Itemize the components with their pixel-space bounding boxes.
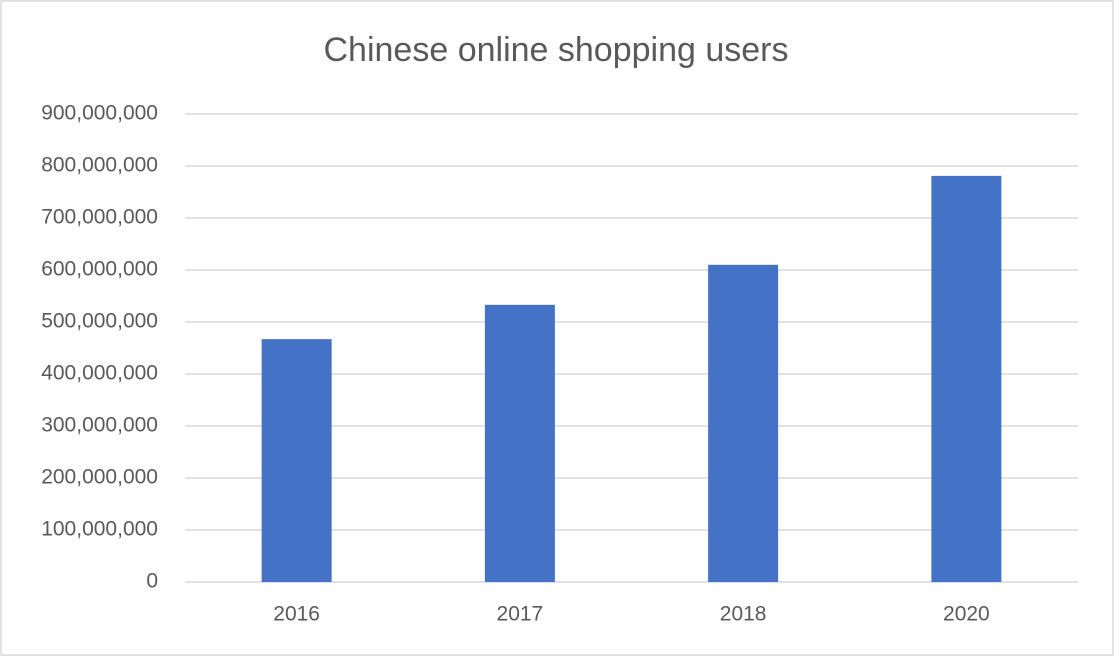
x-tick-label: 2020 — [943, 603, 990, 626]
x-tick-label: 2018 — [720, 603, 767, 626]
y-tick-label: 700,000,000 — [41, 206, 158, 229]
y-tick-label: 300,000,000 — [41, 414, 158, 437]
x-tick-label: 2017 — [497, 603, 544, 626]
y-tick-label: 100,000,000 — [41, 518, 158, 541]
y-tick-label: 800,000,000 — [41, 154, 158, 177]
bar — [484, 304, 555, 582]
y-tick-label: 400,000,000 — [41, 362, 158, 385]
bar — [931, 175, 1002, 582]
chart-title: Chinese online shopping users — [324, 31, 789, 69]
y-tick-label: 600,000,000 — [41, 258, 158, 281]
y-tick-label: 0 — [146, 570, 158, 593]
y-tick-label: 500,000,000 — [41, 310, 158, 333]
bar — [261, 339, 332, 582]
y-tick-label: 200,000,000 — [41, 466, 158, 489]
bar — [708, 264, 779, 582]
y-tick-label: 900,000,000 — [41, 102, 158, 125]
x-tick-label: 2016 — [273, 603, 320, 626]
